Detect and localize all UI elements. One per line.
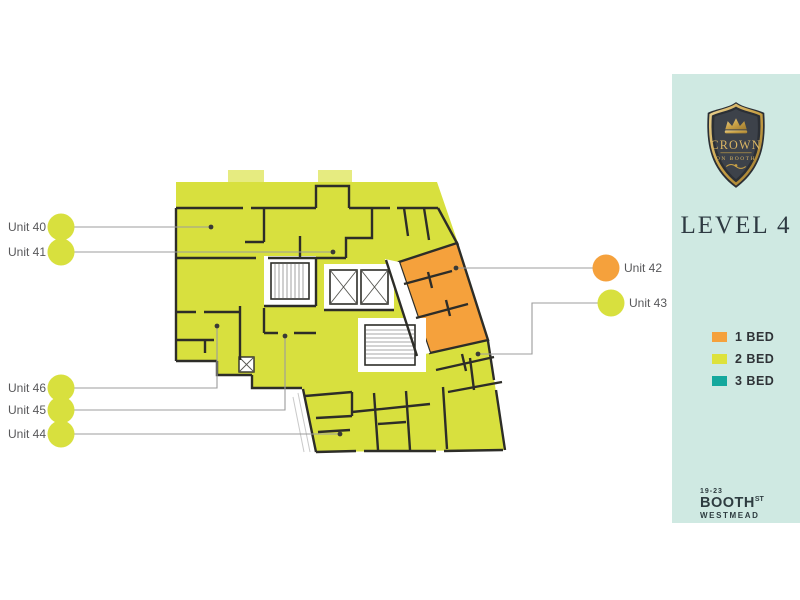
unit-42-marker: [592, 254, 620, 282]
core-shaft: [238, 356, 255, 373]
unit-markers: [47, 213, 625, 448]
unit-43-marker: [597, 289, 625, 317]
legend-swatch-1bed: [712, 332, 727, 342]
callout-dots: [208, 224, 481, 437]
legend-row-3bed: 3 BED: [712, 374, 774, 388]
callout-lines: [74, 226, 598, 435]
unit-46-label: Unit 46: [8, 381, 46, 395]
ramp-hatch: [292, 392, 311, 453]
legend-row-1bed: 1 BED: [712, 330, 774, 344]
address-numbers: 19-23: [700, 488, 723, 495]
unit-45-marker: [47, 396, 75, 424]
legend-label-2bed: 2 BED: [735, 352, 775, 366]
address-suburb: WESTMEAD: [700, 510, 760, 520]
unit-43-label: Unit 43: [629, 296, 667, 310]
logo-title: CROWN: [710, 138, 761, 152]
logo-subtitle: ON BOOTH: [716, 156, 756, 162]
core-stair-1: [264, 256, 316, 306]
balcony-top-1: [228, 170, 264, 184]
unit-44-label: Unit 44: [8, 427, 46, 441]
legend-label-3bed: 3 BED: [735, 374, 775, 388]
unit-40-label: Unit 40: [8, 220, 46, 234]
core-elevators: [324, 264, 394, 310]
address-street: BOOTHST: [700, 494, 764, 512]
balcony-top-2: [318, 170, 352, 184]
address-block: 19-23 BOOTHST WESTMEAD: [700, 488, 764, 520]
address-street-name: BOOTH: [700, 494, 755, 511]
unit-45-label: Unit 45: [8, 403, 46, 417]
footprint-2bed: [176, 182, 505, 452]
core-stair-2: [358, 318, 426, 372]
unit-46-marker: [47, 374, 75, 402]
unit-40-marker: [47, 213, 75, 241]
legend-row-2bed: 2 BED: [712, 352, 774, 366]
legend-swatch-3bed: [712, 376, 727, 386]
legend: 1 BED 2 BED 3 BED: [712, 330, 774, 396]
unit-42-label: Unit 42: [624, 261, 662, 275]
unit-41-label: Unit 41: [8, 245, 46, 259]
sidebar: CROWN ON BOOTH LEVEL 4 1 BED 2 BED 3 BED: [672, 74, 800, 523]
legend-swatch-2bed: [712, 354, 727, 364]
address-street-suffix: ST: [754, 495, 764, 503]
walls: [174, 184, 507, 454]
level-title: LEVEL 4: [680, 212, 792, 239]
unit-labels: Unit 40 Unit 41 Unit 46 Unit 45 Unit 44 …: [8, 220, 667, 441]
legend-label-1bed: 1 BED: [735, 330, 775, 344]
unit-41-marker: [47, 238, 75, 266]
crown-logo: CROWN ON BOOTH: [672, 100, 800, 197]
crown-shield-icon: CROWN ON BOOTH: [707, 102, 765, 188]
unit-44-marker: [47, 420, 75, 448]
